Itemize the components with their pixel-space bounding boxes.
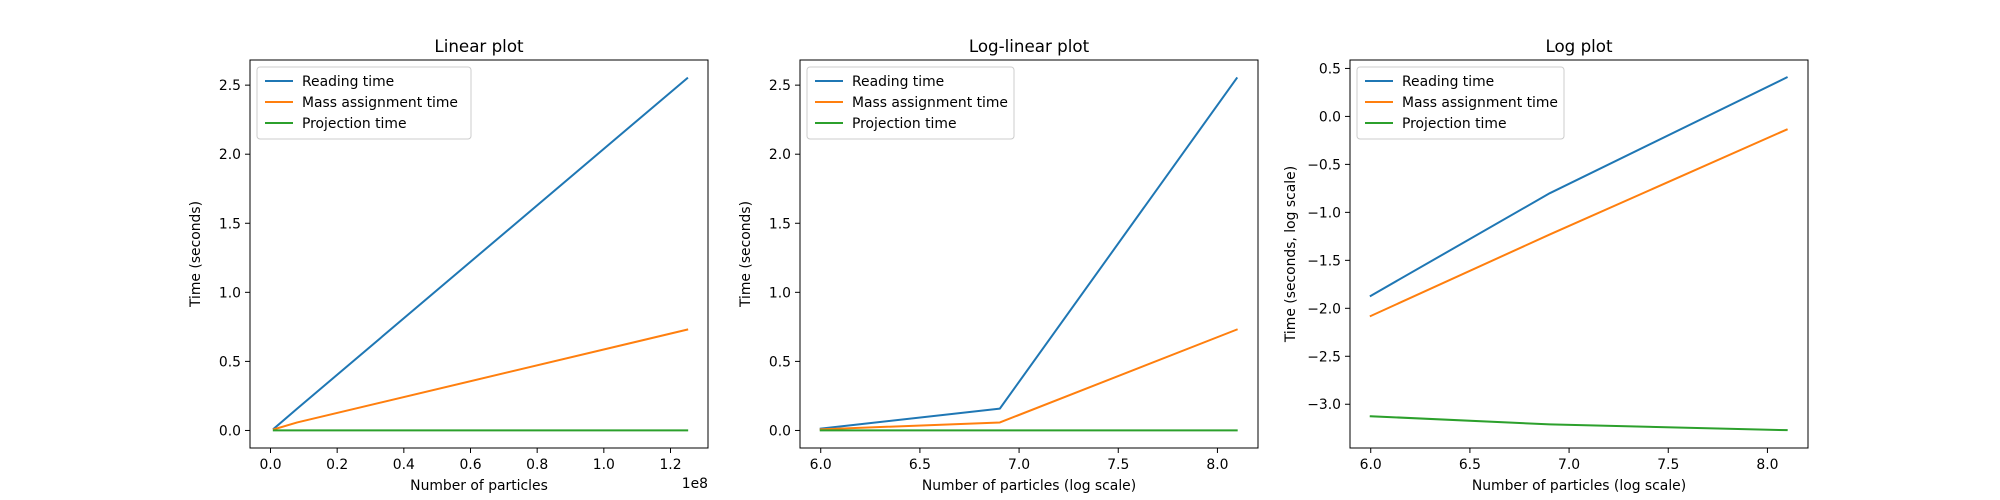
legend: Reading time Mass assignment time Projecti… bbox=[1356, 66, 1565, 140]
legend-label: Mass assignment time bbox=[302, 95, 458, 111]
x-axis-label: Number of particles (log scale) bbox=[1472, 478, 1686, 494]
axes-frame bbox=[249, 59, 709, 449]
y-tick-label: 0.0 bbox=[769, 423, 791, 439]
y-tick-label: −3.0 bbox=[1307, 397, 1341, 413]
x-tick-label: 1.2 bbox=[659, 457, 681, 473]
legend-label: Mass assignment time bbox=[852, 95, 1008, 111]
y-tick-label: 0.0 bbox=[1319, 109, 1341, 125]
legend-label: Reading time bbox=[852, 74, 944, 90]
y-tick-label: 1.5 bbox=[219, 216, 241, 232]
legend-box bbox=[256, 66, 472, 140]
y-tick-label: −2.5 bbox=[1307, 349, 1341, 365]
legend: Reading time Mass assignment time Projecti… bbox=[806, 66, 1015, 140]
legend-label: Projection time bbox=[852, 116, 957, 132]
x-tick-label: 7.5 bbox=[1107, 457, 1129, 473]
legend-label: Reading time bbox=[1402, 74, 1494, 90]
chart-title: Linear plot bbox=[434, 36, 524, 56]
x-tick-label: 6.0 bbox=[810, 457, 832, 473]
y-tick-label: 0.0 bbox=[219, 423, 241, 439]
y-tick-label: 2.5 bbox=[769, 78, 791, 94]
legend-label: Mass assignment time bbox=[1402, 95, 1558, 111]
y-tick-label: 2.5 bbox=[219, 78, 241, 94]
series-line-2 bbox=[272, 328, 689, 431]
x-tick-label: 0.8 bbox=[526, 457, 548, 473]
x-tick-label: 6.0 bbox=[1360, 457, 1382, 473]
series-line-1 bbox=[272, 76, 689, 431]
x-tick-label: 8.0 bbox=[1206, 457, 1228, 473]
axes-frame bbox=[799, 59, 1259, 449]
series-line-1 bbox=[819, 76, 1239, 430]
y-axis-label: Time (seconds) bbox=[738, 201, 754, 308]
y-tick-label: −2.0 bbox=[1307, 301, 1341, 317]
legend: Reading time Mass assignment time Projecti… bbox=[256, 66, 472, 140]
x-tick-label: 7.5 bbox=[1657, 457, 1679, 473]
series-line-3 bbox=[1369, 415, 1788, 432]
x-tick-label: 6.5 bbox=[909, 457, 931, 473]
series-line-1 bbox=[1369, 76, 1789, 298]
x-offset-label: 1e8 bbox=[682, 476, 708, 492]
y-axis-label: Time (seconds, log scale) bbox=[1283, 166, 1299, 343]
x-axis-label: Number of particles (log scale) bbox=[922, 478, 1136, 494]
x-tick-label: 6.5 bbox=[1459, 457, 1481, 473]
legend-label: Projection time bbox=[1402, 116, 1507, 132]
chart-title: Log plot bbox=[1545, 36, 1613, 56]
y-tick-label: 1.0 bbox=[219, 285, 241, 301]
x-tick-label: 1.0 bbox=[593, 457, 615, 473]
y-tick-label: −1.5 bbox=[1307, 253, 1341, 269]
series-line-2 bbox=[1369, 128, 1788, 318]
x-tick-label: 0.2 bbox=[326, 457, 348, 473]
y-tick-label: −0.5 bbox=[1307, 157, 1341, 173]
legend-box bbox=[806, 66, 1015, 140]
y-tick-label: 0.5 bbox=[219, 354, 241, 370]
axes-frame bbox=[1349, 59, 1809, 449]
x-tick-label: 0.0 bbox=[259, 457, 281, 473]
legend-label: Projection time bbox=[302, 116, 407, 132]
chart-panel-1: 0.0 0.2 0.4 0.6 0.8 1.0 1.2 0.0 0.5 1.0 1.5 2.0 2.5 1… bbox=[188, 36, 709, 494]
x-tick-label: 7.0 bbox=[1008, 457, 1030, 473]
y-tick-label: 1.0 bbox=[769, 285, 791, 301]
x-tick-label: 0.4 bbox=[393, 457, 415, 473]
y-tick-label: −1.0 bbox=[1307, 205, 1341, 221]
x-tick-label: 7.0 bbox=[1558, 457, 1580, 473]
y-tick-label: 2.0 bbox=[769, 147, 791, 163]
x-tick-label: 0.6 bbox=[459, 457, 481, 473]
chart-title: Log-linear plot bbox=[969, 36, 1090, 56]
y-tick-label: 1.5 bbox=[769, 216, 791, 232]
legend-label: Reading time bbox=[302, 74, 394, 90]
y-tick-label: 2.0 bbox=[219, 147, 241, 163]
x-axis-label: Number of particles bbox=[410, 478, 548, 494]
y-tick-label: 0.5 bbox=[769, 354, 791, 370]
y-tick-label: 0.5 bbox=[1319, 61, 1341, 77]
legend-box bbox=[1356, 66, 1565, 140]
y-axis-label: Time (seconds) bbox=[188, 201, 204, 308]
chart-panel-3: 6.0 6.5 7.0 7.5 8.0 −3.0 −2.5 −2.0 −1.5 −1.0 −0.5 0… bbox=[1283, 36, 1809, 494]
chart-panel-2: 6.0 6.5 7.0 7.5 8.0 0.0 0.5 1.0 1.5 2.0 2.5 Log-lin… bbox=[738, 36, 1259, 494]
series-line-2 bbox=[819, 328, 1238, 431]
x-tick-label: 8.0 bbox=[1756, 457, 1778, 473]
